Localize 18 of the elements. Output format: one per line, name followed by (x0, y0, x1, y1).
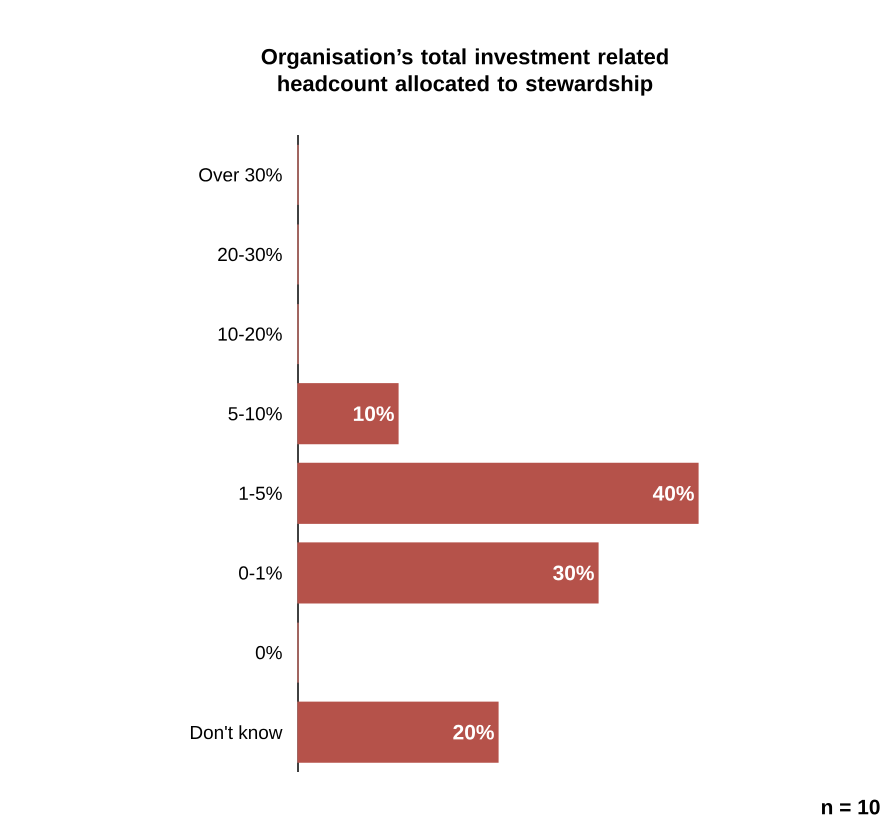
y-tick-label: 5-10% (228, 406, 282, 420)
y-tick-label: Over 30% (199, 168, 282, 182)
chart-title: Organisation’s total investment related headcount allocated to stewardship (262, 48, 668, 96)
text: n = 10 (822, 800, 880, 814)
data-label: 30% (553, 566, 594, 580)
y-tick-label: 1-5% (240, 486, 282, 500)
data-label: 40% (652, 486, 694, 501)
bar (297, 383, 399, 444)
bar (297, 462, 699, 524)
y-tick-label: Don't know (190, 725, 283, 740)
y-tick-label: 0-1% (239, 566, 282, 580)
y-tick-label: 20-30% (218, 248, 282, 262)
y-tick-label: 10-20% (218, 327, 282, 341)
data-label: 10% (354, 406, 394, 422)
y-tick-label: 0% (256, 646, 282, 660)
data-label: 20% (453, 724, 494, 740)
bar (297, 542, 599, 604)
bar (297, 702, 499, 763)
